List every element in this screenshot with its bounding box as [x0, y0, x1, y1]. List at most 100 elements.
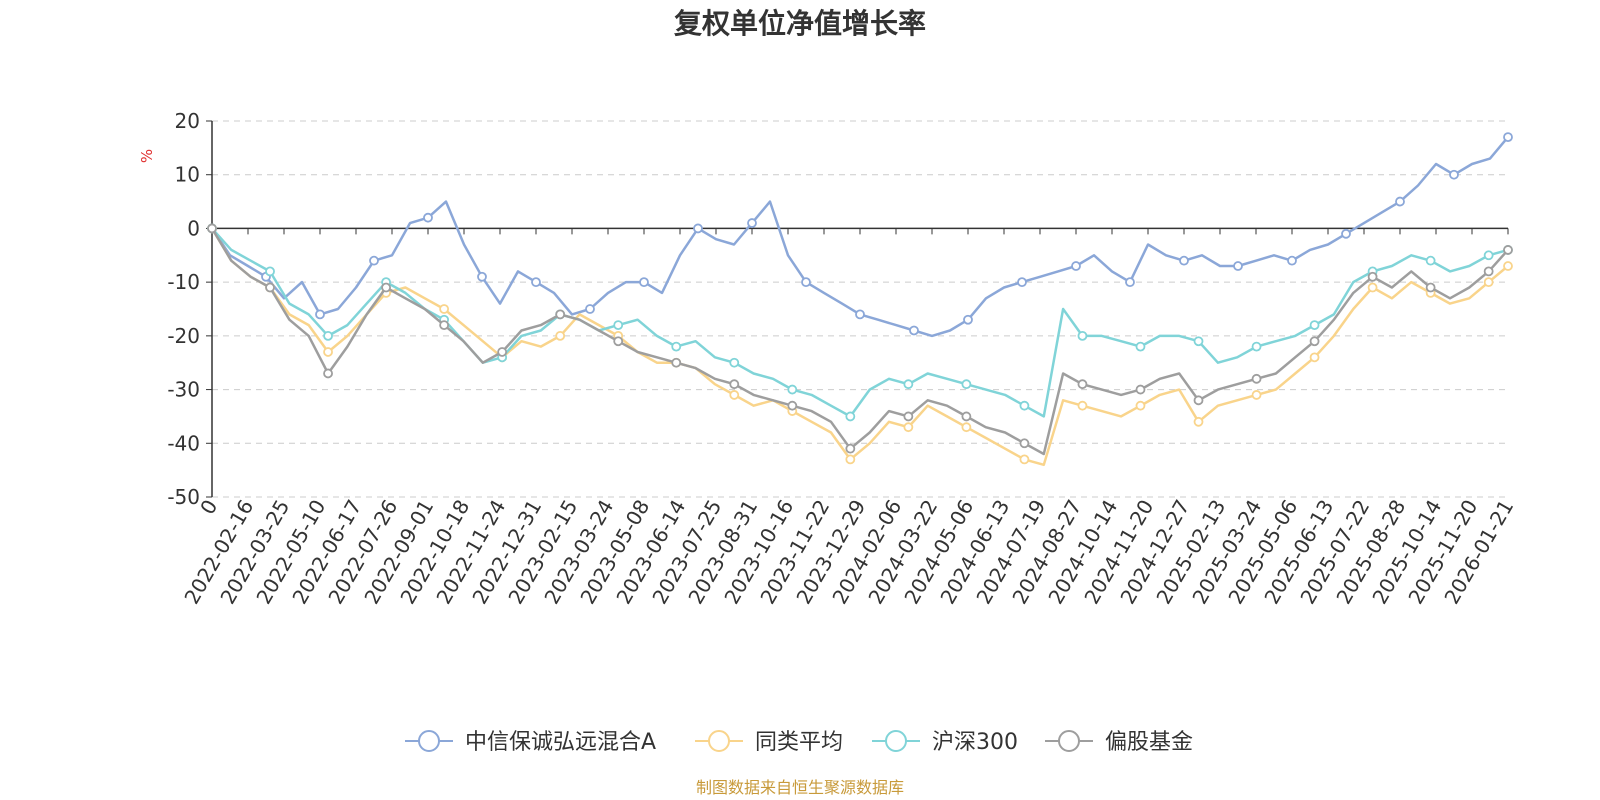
legend-label: 中信保诚弘远混合A: [465, 730, 656, 755]
series-point-2: [787, 384, 798, 395]
series-point-1: [903, 422, 914, 433]
x-tick-label: 0: [195, 496, 222, 519]
series-point-0: [747, 218, 757, 228]
series-point-3: [555, 309, 566, 320]
series-point-0: [1233, 261, 1243, 271]
series-point-1: [323, 347, 333, 357]
series-point-2: [903, 379, 914, 390]
legend-item-2[interactable]: 沪深300: [872, 730, 1018, 755]
series-point-3: [961, 411, 972, 422]
y-tick-label: 20: [175, 109, 200, 133]
series-point-0: [963, 314, 973, 325]
series-point-0: [693, 223, 703, 234]
series-point-2: [1019, 400, 1030, 411]
series-point-0: [855, 309, 865, 320]
y-tick-label: 0: [187, 216, 200, 240]
legend-label: 偏股基金: [1105, 730, 1193, 755]
series-point-3: [729, 379, 740, 390]
series-point-3: [381, 282, 391, 293]
legend-circle-icon: [418, 730, 440, 752]
series-point-3: [787, 400, 798, 411]
series-point-0: [477, 271, 487, 282]
series-point-2: [671, 341, 682, 352]
legend-item-1[interactable]: 同类平均: [695, 730, 843, 755]
series-point-0: [1395, 196, 1405, 207]
series-line-0: [210, 136, 1509, 338]
series-point-3: [439, 320, 450, 331]
series-point-3: [903, 411, 914, 422]
series-point-0: [585, 304, 595, 314]
series-point-1: [1193, 416, 1204, 427]
series-point-0: [1179, 255, 1189, 266]
y-tick-label: -40: [167, 431, 200, 455]
series-point-1: [1135, 400, 1146, 411]
series-point-3: [1251, 373, 1262, 384]
series-point-0: [1503, 132, 1513, 143]
series-point-3: [671, 357, 682, 368]
series-layer: [207, 132, 1513, 467]
series-point-2: [613, 320, 624, 331]
series-point-3: [1503, 245, 1513, 255]
series-point-3: [845, 443, 856, 454]
y-tick-label: -50: [167, 485, 200, 509]
series-point-0: [909, 325, 919, 336]
y-tick-label: 10: [175, 163, 200, 187]
legend-circle-icon: [1058, 730, 1080, 752]
source-note: 制图数据来自恒生聚源数据库: [696, 778, 904, 797]
series-point-3: [323, 368, 333, 379]
series-point-0: [1287, 255, 1297, 266]
legend-item-0[interactable]: 中信保诚弘远混合A: [405, 730, 656, 755]
series-point-3: [1309, 336, 1320, 347]
series-point-2: [1309, 320, 1320, 331]
series-point-2: [1251, 341, 1262, 352]
series-line-3: [210, 227, 1509, 456]
series-point-2: [1135, 341, 1146, 352]
series-point-3: [1019, 438, 1030, 449]
legend-circle-icon: [885, 730, 907, 752]
series-point-2: [1483, 250, 1494, 261]
series-point-2: [729, 357, 740, 368]
series-point-1: [1251, 390, 1262, 400]
legend[interactable]: 中信保诚弘远混合A 同类平均 沪深300 偏股基金: [405, 730, 1193, 755]
series-point-1: [1309, 352, 1320, 363]
series-point-1: [1077, 400, 1088, 411]
series-line-1: [210, 227, 1509, 467]
series-point-1: [729, 390, 740, 400]
series-point-0: [369, 255, 379, 266]
series-point-3: [497, 347, 508, 357]
series-point-0: [801, 277, 811, 288]
y-tick-label: -10: [167, 270, 200, 294]
series-point-1: [845, 454, 856, 465]
series-point-0: [315, 309, 325, 320]
series-point-3: [1193, 395, 1204, 406]
series-point-3: [207, 223, 217, 234]
series-point-3: [1077, 379, 1088, 390]
series-point-2: [845, 411, 856, 422]
y-tick-label: -20: [167, 324, 200, 348]
series-point-0: [639, 277, 649, 288]
series-point-1: [1503, 261, 1513, 271]
y-tick-label: -30: [167, 378, 200, 402]
series-point-3: [1483, 266, 1494, 277]
series-point-1: [555, 330, 566, 341]
series-point-1: [1483, 277, 1494, 288]
series-point-1: [439, 304, 450, 314]
series-point-2: [1193, 336, 1204, 347]
series-point-3: [1135, 384, 1146, 395]
legend-label: 沪深300: [932, 730, 1018, 755]
series-point-0: [423, 212, 433, 223]
series-point-1: [1019, 454, 1030, 465]
legend-item-3[interactable]: 偏股基金: [1045, 730, 1193, 755]
series-point-1: [961, 422, 972, 433]
series-point-0: [1017, 277, 1027, 288]
chart-title: 复权单位净值增长率: [674, 7, 926, 40]
series-point-2: [1425, 255, 1436, 266]
series-point-2: [323, 330, 333, 341]
series-point-2: [265, 266, 275, 277]
legend-label: 同类平均: [755, 730, 843, 755]
series-point-0: [1071, 261, 1081, 271]
legend-circle-icon: [708, 730, 730, 752]
series-point-3: [613, 336, 624, 347]
series-point-0: [1125, 277, 1135, 288]
